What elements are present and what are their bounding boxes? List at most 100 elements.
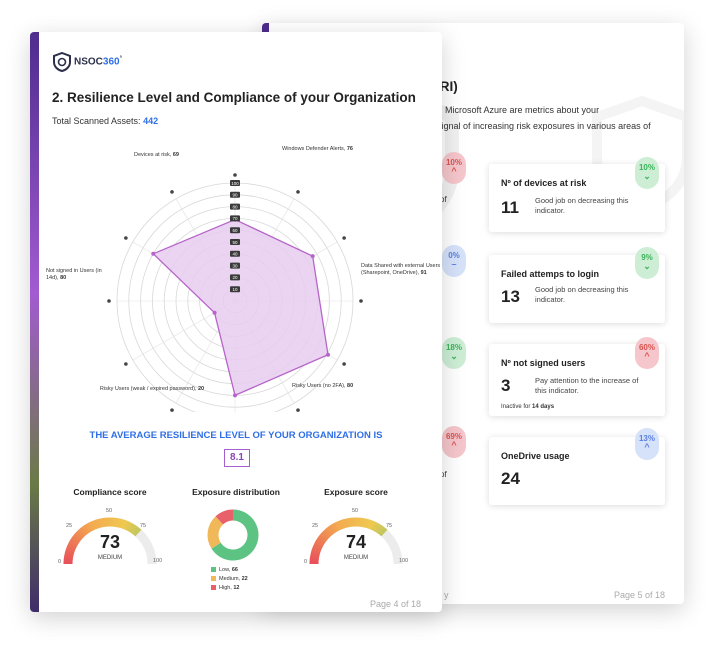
card-value: 24 bbox=[501, 469, 520, 488]
gauge-fill-segment bbox=[97, 518, 103, 528]
radar-scale-tick-bg bbox=[230, 191, 240, 198]
chevron-down-icon: ⌄ bbox=[450, 351, 458, 361]
gauge-fill-segment bbox=[125, 521, 132, 531]
radar-data-point bbox=[212, 310, 217, 315]
gauge-fill-segment bbox=[68, 540, 78, 548]
gauge-fill-segment bbox=[343, 518, 349, 528]
gauge-tick: 50 bbox=[352, 508, 359, 514]
gauge-fill-segment bbox=[313, 542, 323, 549]
gauge-tick: 100 bbox=[399, 558, 409, 564]
page-title: 2. Resilience Level and Compliance of yo… bbox=[52, 90, 416, 105]
trend-pill: 9% ⌄ bbox=[635, 247, 659, 279]
gauge-fill-segment bbox=[88, 521, 96, 531]
gauge-fill-segment bbox=[341, 518, 347, 529]
gauge-fill-segment bbox=[310, 551, 320, 557]
radar-data-point bbox=[310, 254, 315, 259]
card-value: 13 bbox=[501, 287, 520, 306]
compliance-score-label: MEDIUM bbox=[97, 555, 123, 561]
radar-scale-tick-bg bbox=[230, 227, 240, 234]
dash-icon: – bbox=[451, 259, 457, 269]
exposure-score-title: Exposure score bbox=[324, 487, 388, 497]
gauge-fill-segment bbox=[328, 524, 336, 534]
legend-item: High, 12 bbox=[211, 585, 240, 591]
radar-axis-label: Devices at risk, 69 bbox=[134, 152, 179, 158]
gauge-fill-segment bbox=[66, 544, 76, 551]
total-assets: Total Scanned Assets: 442 bbox=[52, 116, 159, 126]
radar-scale-tick: 10 bbox=[232, 287, 238, 292]
intro-text-line: om Microsoft Azure are metrics about you… bbox=[430, 105, 600, 115]
radar-axis-marker bbox=[107, 299, 111, 303]
gauge-tick: 75 bbox=[140, 523, 147, 529]
gauge-fill-segment bbox=[119, 519, 125, 529]
gauge-fill-segment bbox=[311, 546, 322, 553]
card-title: Nº not signed users bbox=[501, 358, 586, 368]
radar-series-area bbox=[152, 218, 329, 397]
radar-axis-marker bbox=[342, 236, 346, 240]
radar-data-point bbox=[325, 352, 330, 357]
gauge-fill-segment bbox=[117, 518, 123, 528]
legend-item: Medium, 22 bbox=[211, 576, 248, 582]
radar-scale-tick: 90 bbox=[232, 193, 238, 198]
card-value: 3 bbox=[501, 376, 511, 395]
gauge-fill-segment bbox=[337, 520, 343, 530]
chevron-down-icon: ⌄ bbox=[643, 261, 651, 271]
gauge-fill-segment bbox=[123, 520, 130, 530]
trend-pill: 10% ^ bbox=[442, 152, 466, 184]
radar-axis-label: Risky Users (no 2FA), 80 bbox=[292, 383, 354, 389]
radar-axis-marker bbox=[124, 236, 128, 240]
average-resilience-value: 8.1 bbox=[224, 449, 250, 467]
radar-axis-marker bbox=[170, 190, 174, 194]
page-accent-stripe bbox=[30, 32, 39, 612]
gauge-tick: 25 bbox=[312, 523, 319, 529]
radar-axis-label: Data Shared with external Users (Sharepo… bbox=[361, 263, 441, 276]
radar-scale-tick-bg bbox=[230, 203, 240, 210]
radar-scale-tick-bg bbox=[230, 250, 240, 257]
gauge-tick: 100 bbox=[153, 558, 163, 564]
trend-pill: 69% ^ bbox=[442, 426, 466, 458]
card-description: Pay attention to the increase of this in… bbox=[535, 376, 639, 395]
radar-axis-label: Not signed in Users (in 14d), 80 bbox=[46, 268, 102, 281]
gauge-fill-segment bbox=[86, 522, 94, 532]
chevron-up-icon: ^ bbox=[451, 166, 457, 176]
radar-scale-tick: 30 bbox=[232, 263, 238, 268]
gauge-fill-segment bbox=[126, 522, 134, 532]
resilience-radar-chart: 100 90 80 70 60 50 40 30 20 10 bbox=[107, 173, 363, 412]
gauge-fill-segment bbox=[367, 519, 374, 530]
trend-pill: 13% ^ bbox=[635, 428, 659, 460]
gauge-fill-segment bbox=[332, 522, 340, 532]
page-number: Page 4 of 18 bbox=[370, 599, 422, 609]
exposure-distribution-title: Exposure distribution bbox=[192, 487, 280, 497]
radar-axis-label: Risky Users (weak / expired password), 2… bbox=[99, 386, 205, 392]
gauge-fill-segment bbox=[314, 540, 324, 548]
exposure-distribution-donut bbox=[207, 509, 259, 561]
gauge-fill-segment bbox=[93, 519, 99, 530]
gauge-fill-segment bbox=[73, 532, 83, 541]
chevron-down-icon: ⌄ bbox=[643, 171, 651, 181]
chevron-up-icon: ^ bbox=[451, 440, 457, 450]
radar-scale-tick-bg bbox=[230, 262, 240, 269]
gauge-fill-segment bbox=[363, 518, 369, 528]
radar-scale-tick-bg bbox=[230, 180, 240, 186]
donut-slice bbox=[207, 516, 224, 549]
radar-scale-tick: 60 bbox=[232, 228, 238, 233]
radar-scale-tick: 80 bbox=[232, 204, 238, 209]
gauge-fill-segment bbox=[67, 542, 77, 549]
footer-fragment: y bbox=[444, 590, 449, 600]
compliance-gauge bbox=[63, 517, 157, 565]
gauge-tick: 75 bbox=[386, 523, 393, 529]
gauge-fill-segment bbox=[128, 523, 136, 533]
radar-scale-tick: 40 bbox=[232, 252, 238, 257]
radar-axis-label: Windows Defender Alerts, 76 bbox=[282, 146, 353, 152]
gauge-fill-segment bbox=[318, 534, 328, 542]
exposure-gauge bbox=[309, 517, 403, 565]
gauge-fill-segment bbox=[311, 549, 321, 555]
gauge-fill-segment bbox=[71, 536, 80, 544]
gauge-fill-segment bbox=[330, 523, 338, 533]
gauge-fill-segment bbox=[64, 551, 74, 557]
gauge-fill-segment bbox=[65, 546, 76, 553]
exposure-score-value: 74 bbox=[345, 532, 367, 552]
radar-axis-marker bbox=[124, 362, 128, 366]
radar-scale-tick: 100 bbox=[231, 181, 239, 186]
radar-data-point bbox=[151, 251, 156, 256]
gauge-fill-segment bbox=[365, 519, 371, 529]
